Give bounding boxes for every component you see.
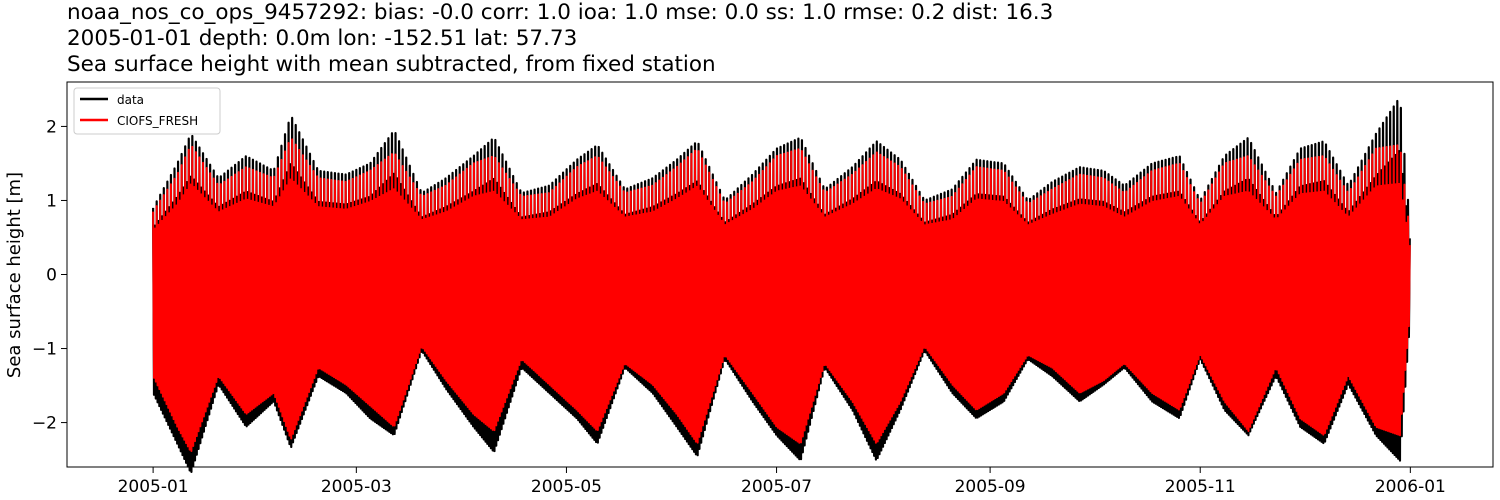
x-tick-label: 2005-07 bbox=[741, 477, 812, 497]
x-tick-label: 2005-09 bbox=[955, 477, 1026, 497]
series-line-data bbox=[152, 99, 1411, 473]
x-tick-label: 2005-03 bbox=[321, 477, 392, 497]
y-tick-label: −2 bbox=[32, 414, 57, 434]
title-line-location: 2005-01-01 depth: 0.0m lon: -152.51 lat:… bbox=[67, 26, 578, 51]
chart-title: noaa_nos_co_ops_9457292: bias: -0.0 corr… bbox=[67, 0, 1053, 78]
series-line-ciofs-fresh bbox=[152, 138, 1411, 452]
y-tick-label: 2 bbox=[46, 117, 57, 137]
legend-label-data: data bbox=[117, 93, 144, 107]
x-tick-label: 2005-11 bbox=[1165, 477, 1236, 497]
legend-box bbox=[73, 87, 221, 135]
title-line-description: Sea surface height with mean subtracted,… bbox=[67, 52, 716, 77]
x-tick-label: 2005-05 bbox=[531, 477, 602, 497]
x-tick-label: 2005-01 bbox=[118, 477, 189, 497]
y-tick-label: 1 bbox=[46, 191, 57, 211]
x-tick-label: 2006-01 bbox=[1375, 477, 1446, 497]
y-tick-label: 0 bbox=[46, 266, 57, 286]
legend: data CIOFS_FRESH bbox=[73, 87, 221, 135]
legend-label-ciofs-fresh: CIOFS_FRESH bbox=[117, 114, 198, 128]
y-tick-label: −1 bbox=[32, 340, 57, 360]
title-line-stats: noaa_nos_co_ops_9457292: bias: -0.0 corr… bbox=[67, 0, 1054, 25]
y-axis-label: Sea surface height [m] bbox=[4, 172, 25, 378]
